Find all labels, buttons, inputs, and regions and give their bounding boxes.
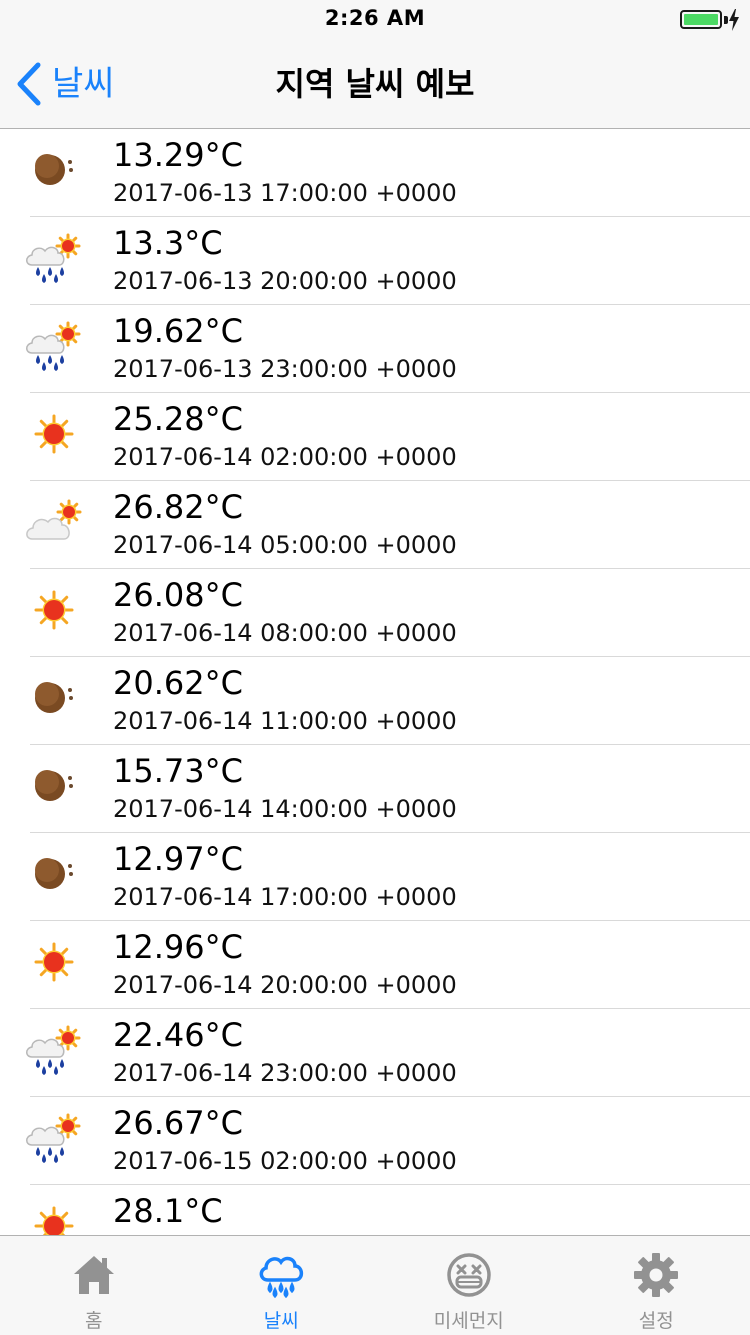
status-bar: 2:26 AM (0, 0, 750, 40)
rain-sun-icon (24, 231, 84, 285)
forecast-temperature: 26.08°C (113, 575, 243, 615)
forecast-temperature: 20.62°C (113, 663, 243, 703)
forecast-datetime: 2017-06-14 11:00:00 +0000 (113, 705, 457, 737)
battery-icon (680, 10, 722, 29)
sun-icon (24, 935, 84, 989)
rain-sun-icon (24, 319, 84, 373)
moon-icon (24, 671, 84, 725)
forecast-datetime: 2017-06-14 02:00:00 +0000 (113, 441, 457, 473)
sun-icon (24, 583, 84, 637)
tab-bar: 홈 날씨 미세먼지 (0, 1235, 750, 1335)
tab-fine-dust[interactable]: 미세먼지 (375, 1236, 563, 1335)
forecast-temperature: 13.3°C (113, 223, 223, 263)
tab-weather[interactable]: 날씨 (188, 1236, 376, 1335)
forecast-temperature: 22.46°C (113, 1015, 243, 1055)
navigation-bar: 날씨 지역 날씨 예보 (0, 40, 750, 129)
rain-cloud-icon (256, 1250, 306, 1300)
moon-icon (24, 759, 84, 813)
home-icon (69, 1250, 119, 1300)
forecast-row[interactable]: 28.1°C (30, 1185, 750, 1235)
forecast-datetime: 2017-06-14 05:00:00 +0000 (113, 529, 457, 561)
status-time: 2:26 AM (0, 6, 750, 30)
sun-icon (24, 407, 84, 461)
forecast-datetime: 2017-06-14 23:00:00 +0000 (113, 1057, 457, 1089)
dust-face-icon (444, 1250, 494, 1300)
rain-sun-icon (24, 1023, 84, 1077)
tab-label: 설정 (563, 1306, 750, 1333)
tab-label: 홈 (0, 1306, 188, 1333)
moon-icon (24, 143, 84, 197)
forecast-datetime: 2017-06-15 02:00:00 +0000 (113, 1145, 457, 1177)
moon-icon (24, 847, 84, 901)
forecast-datetime: 2017-06-13 17:00:00 +0000 (113, 177, 457, 209)
forecast-datetime: 2017-06-14 14:00:00 +0000 (113, 793, 457, 825)
tab-settings[interactable]: 설정 (563, 1236, 750, 1335)
forecast-datetime: 2017-06-13 20:00:00 +0000 (113, 265, 457, 297)
forecast-datetime: 2017-06-13 23:00:00 +0000 (113, 353, 457, 385)
forecast-temperature: 15.73°C (113, 751, 243, 791)
cloud-sun-icon (24, 495, 84, 549)
forecast-temperature: 28.1°C (113, 1191, 223, 1231)
forecast-temperature: 26.67°C (113, 1103, 243, 1143)
forecast-temperature: 12.97°C (113, 839, 243, 879)
forecast-datetime: 2017-06-14 17:00:00 +0000 (113, 881, 457, 913)
forecast-temperature: 19.62°C (113, 311, 243, 351)
forecast-datetime: 2017-06-14 08:00:00 +0000 (113, 617, 457, 649)
forecast-temperature: 13.29°C (113, 135, 243, 175)
forecast-temperature: 26.82°C (113, 487, 243, 527)
page-title: 지역 날씨 예보 (0, 62, 750, 106)
tab-label: 날씨 (188, 1306, 376, 1333)
forecast-temperature: 12.96°C (113, 927, 243, 967)
gear-icon (631, 1250, 681, 1300)
sun-icon (24, 1199, 84, 1235)
rain-sun-icon (24, 1111, 84, 1165)
forecast-temperature: 25.28°C (113, 399, 243, 439)
forecast-datetime: 2017-06-14 20:00:00 +0000 (113, 969, 457, 1001)
tab-label: 미세먼지 (375, 1306, 563, 1333)
tab-home[interactable]: 홈 (0, 1236, 188, 1335)
charging-bolt-icon (728, 9, 740, 31)
